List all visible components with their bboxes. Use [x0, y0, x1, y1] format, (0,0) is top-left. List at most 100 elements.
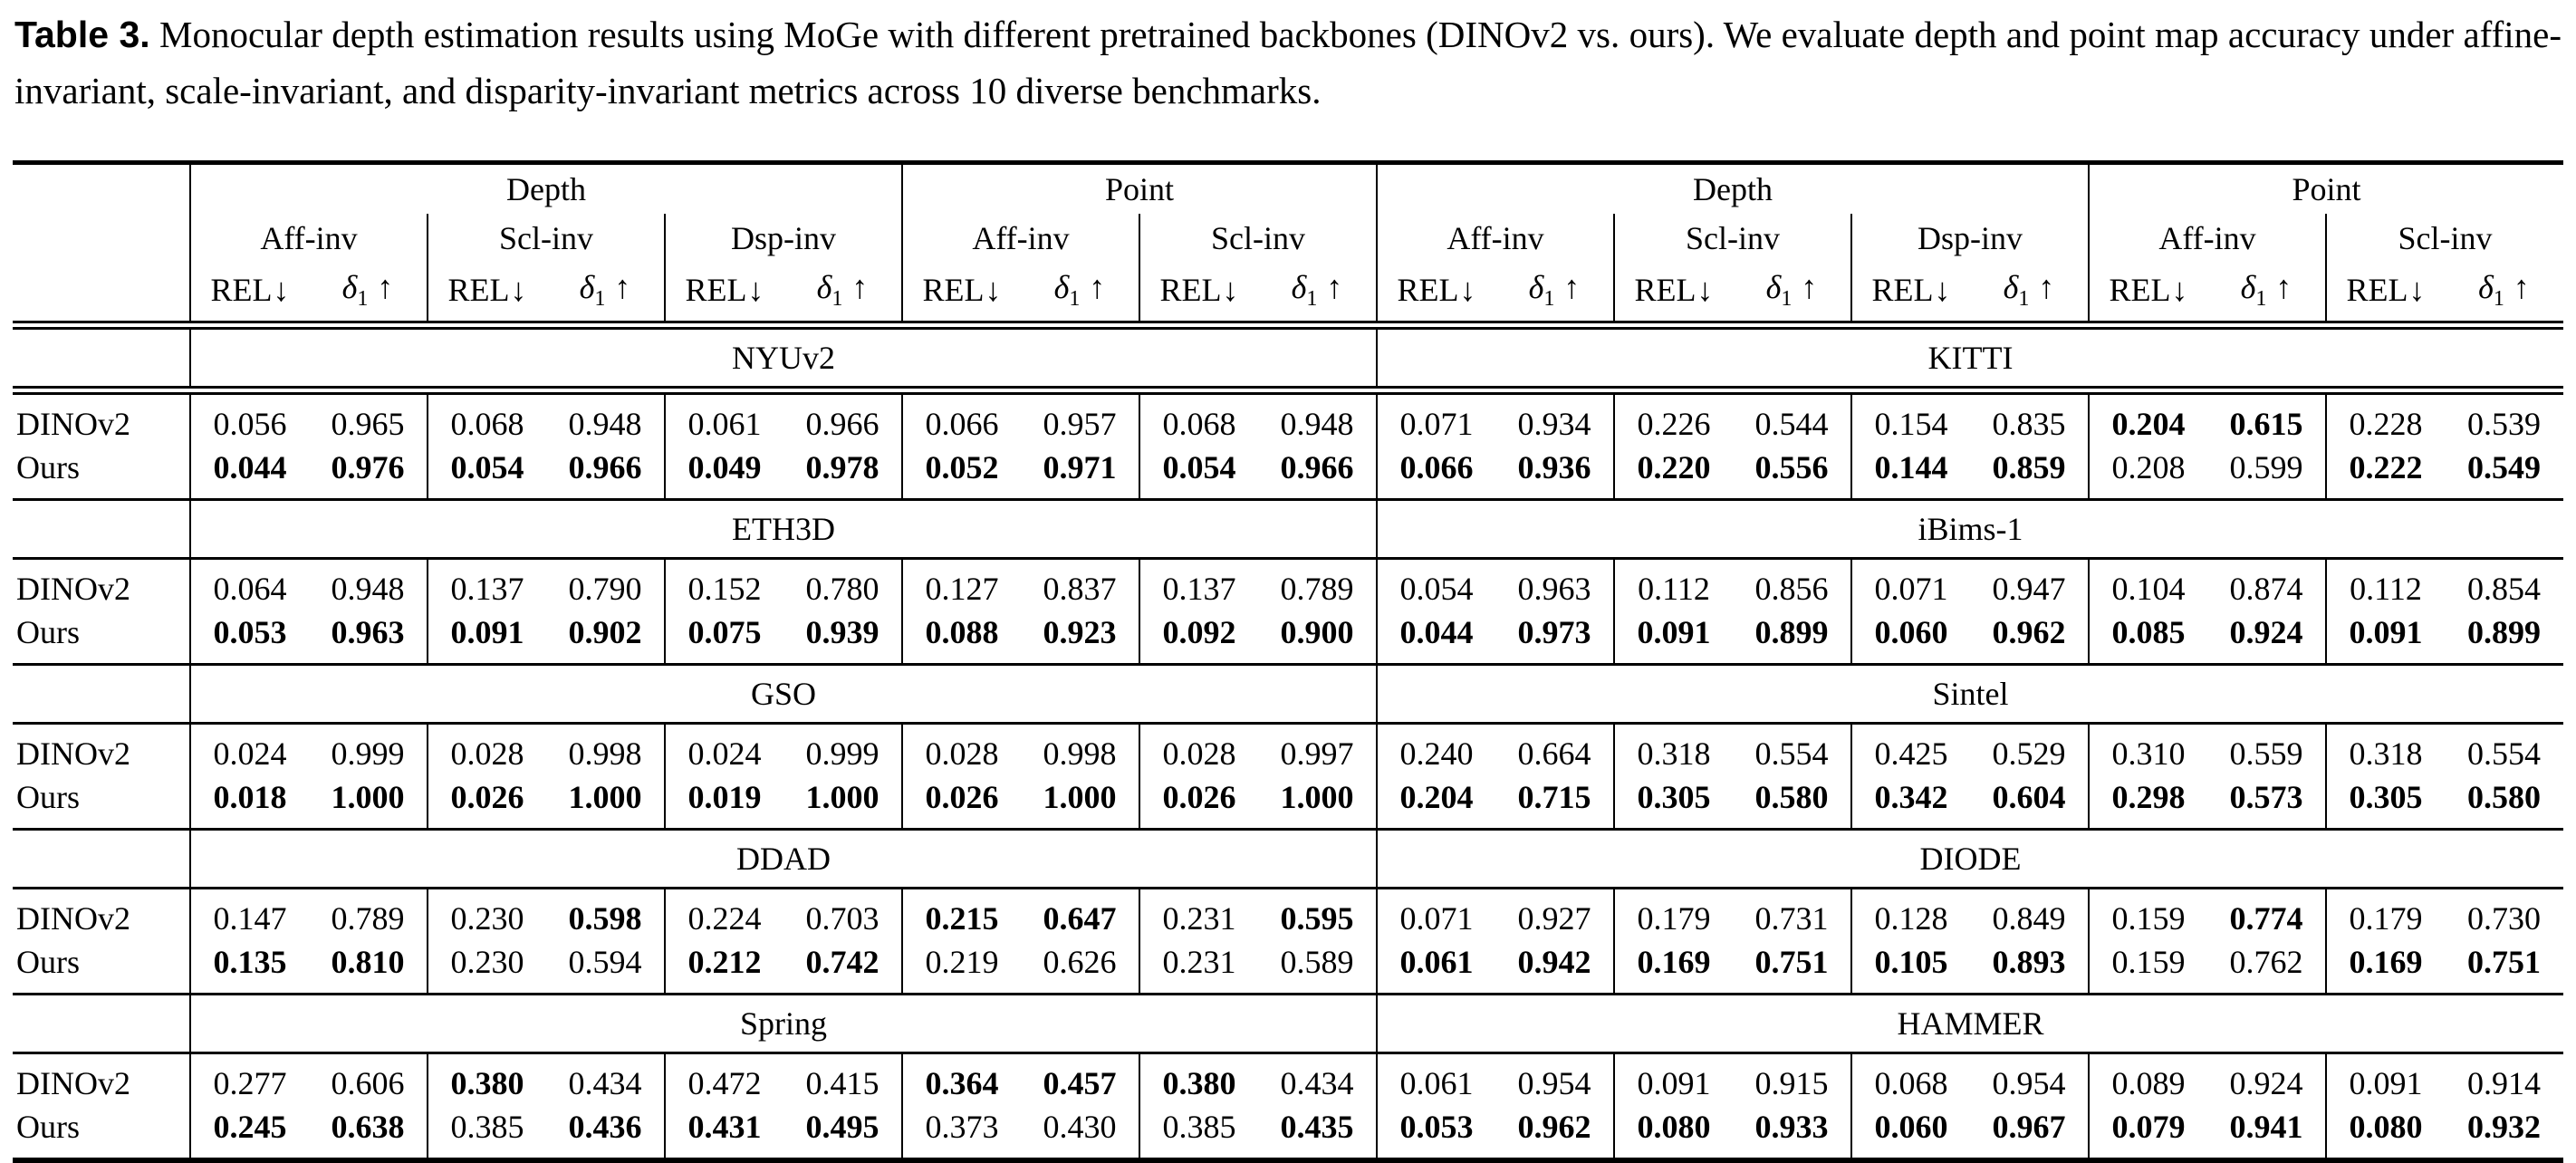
up-arrow-icon: ↑: [1089, 269, 1106, 305]
up-arrow-icon: ↑: [377, 269, 394, 305]
metric-value: 0.934: [1517, 406, 1591, 443]
metric-value: 1.000: [805, 779, 879, 816]
benchmark-banner-right: KITTI: [1376, 323, 2563, 396]
metric-value: 0.028: [1139, 723, 1258, 776]
delta-subscript: 1: [831, 287, 843, 312]
metric-value: 0.204: [2088, 390, 2207, 447]
rel-label: REL: [1871, 272, 1934, 309]
metric-value: 0.054: [1139, 446, 1258, 500]
data-row: DINOv2 0.024 0.999 0.028 0.998 0.024 0.999 0.02…: [13, 723, 2563, 776]
metric-value: 0.054: [1376, 558, 1495, 611]
metric-value: 0.061: [664, 390, 783, 447]
metric-value: 0.495: [805, 1109, 879, 1146]
metric-value: 0.053: [189, 610, 309, 665]
metric-value: 0.751: [1754, 944, 1829, 981]
rel-label: REL: [685, 272, 747, 309]
metric-value: 0.965: [331, 406, 405, 443]
metric-value: 0.215: [901, 888, 1021, 941]
delta-symbol: δ: [1765, 269, 1782, 305]
metric-value: 0.859: [1992, 449, 2066, 486]
subgroup-header: Aff-inv: [1376, 214, 1614, 263]
metric-value: 0.091: [2325, 1052, 2445, 1106]
metric-value: 0.088: [901, 610, 1021, 665]
subgroup-header: Aff-inv: [189, 214, 428, 263]
metric-value: 0.179: [2325, 888, 2445, 941]
model-label: Ours: [13, 940, 191, 995]
benchmark-banner-row: Spring HAMMER: [13, 993, 2563, 1055]
down-arrow-icon: ↓: [1934, 272, 1951, 309]
subgroup-header: Aff-inv: [901, 214, 1139, 263]
metric-value: 0.066: [1376, 446, 1495, 500]
down-arrow-icon: ↓: [2408, 272, 2426, 309]
metric-value: 0.128: [1850, 888, 1970, 941]
metric-value: 0.647: [1043, 900, 1117, 937]
metric-value: 0.559: [2229, 735, 2303, 773]
metric-value: 0.373: [901, 1105, 1021, 1161]
metric-value: 0.071: [1376, 888, 1495, 941]
metric-value: 0.923: [1043, 614, 1117, 651]
metric-value: 0.425: [1850, 723, 1970, 776]
metric-value: 0.939: [805, 614, 879, 651]
metric-value: 0.554: [1754, 735, 1829, 773]
metric-value: 0.902: [568, 614, 642, 651]
banner-label-cell: [13, 663, 191, 726]
metric-value: 1.000: [1280, 779, 1354, 816]
metric-header-delta: δ1 ↑: [1970, 263, 2089, 331]
metric-value: 0.899: [1754, 614, 1829, 651]
metric-value: 0.228: [2325, 390, 2445, 447]
metric-value: 0.342: [1850, 775, 1970, 830]
metric-value: 0.810: [331, 944, 405, 981]
metric-value: 0.854: [2467, 571, 2541, 608]
metric-value: 0.954: [1517, 1065, 1591, 1102]
metric-header-delta: δ1 ↑: [546, 263, 665, 331]
metric-value: 0.219: [901, 940, 1021, 995]
up-arrow-icon: ↑: [851, 269, 869, 305]
subgroup-header: Scl-inv: [1613, 214, 1851, 263]
metric-value: 0.927: [1517, 900, 1591, 937]
metric-header-delta: δ1 ↑: [1258, 263, 1377, 331]
data-row: DINOv2 0.064 0.948 0.137 0.790 0.152 0.780 0.12…: [13, 558, 2563, 611]
metric-value: 0.966: [805, 406, 879, 443]
metric-value: 0.948: [568, 406, 642, 443]
down-arrow-icon: ↓: [1222, 272, 1239, 309]
metric-value: 0.899: [2467, 614, 2541, 651]
metric-value: 0.226: [1613, 390, 1733, 447]
metric-value: 0.549: [2467, 449, 2541, 486]
metric-value: 0.152: [664, 558, 783, 611]
metric-header-delta: δ1 ↑: [2207, 263, 2326, 331]
metric-value: 0.159: [2088, 888, 2207, 941]
metric-value: 0.789: [331, 900, 405, 937]
group-header-depth: Depth: [189, 162, 902, 214]
metric-header-rel: REL↓: [427, 263, 546, 331]
benchmark-banner-row: ETH3D iBims-1: [13, 498, 2563, 561]
rel-label: REL: [2346, 272, 2408, 309]
delta-symbol: δ: [2478, 269, 2494, 305]
metric-value: 0.431: [664, 1105, 783, 1161]
metric-value: 0.932: [2467, 1109, 2541, 1146]
metric-value: 0.091: [427, 610, 546, 665]
banner-label-cell: [13, 993, 191, 1055]
subgroup-header: Dsp-inv: [664, 214, 902, 263]
metric-value: 0.137: [1139, 558, 1258, 611]
model-label: DINOv2: [13, 1052, 191, 1106]
data-row: Ours 0.053 0.963 0.091 0.902 0.075 0.939 0.088 0…: [13, 610, 2563, 665]
metric-header-delta: δ1 ↑: [2445, 263, 2563, 331]
metric-header-rel: REL↓: [2088, 263, 2207, 331]
metric-value: 0.556: [1754, 449, 1829, 486]
caption-text: Monocular depth estimation results using…: [14, 14, 2562, 111]
delta-symbol: δ: [579, 269, 595, 305]
metric-value: 0.947: [1992, 571, 2066, 608]
metric-value: 0.544: [1754, 406, 1829, 443]
header-metric-row: REL↓ δ1 ↑ REL↓ δ1 ↑ REL↓ δ1 ↑ REL↓ δ1 ↑ REL↓ δ1 ↑…: [13, 263, 2563, 331]
metric-value: 0.837: [1043, 571, 1117, 608]
metric-value: 0.052: [901, 446, 1021, 500]
benchmark-banner-row: GSO Sintel: [13, 663, 2563, 726]
metric-value: 0.240: [1376, 723, 1495, 776]
rel-label: REL: [1397, 272, 1459, 309]
metric-header-delta: δ1 ↑: [1733, 263, 1851, 331]
metric-value: 0.135: [189, 940, 309, 995]
metric-value: 0.874: [2229, 571, 2303, 608]
metric-value: 0.598: [568, 900, 642, 937]
metric-value: 0.385: [1139, 1105, 1258, 1161]
metric-value: 0.364: [901, 1052, 1021, 1106]
